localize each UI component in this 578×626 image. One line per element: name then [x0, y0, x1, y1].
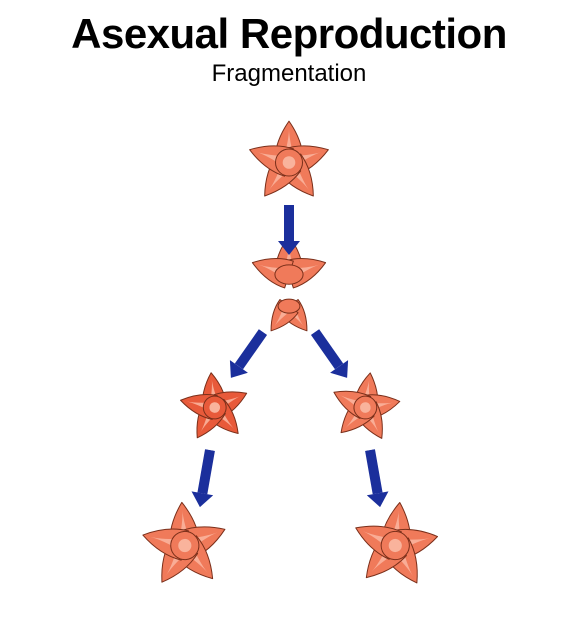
diagram-canvas: Asexual Reproduction Fragmentation [0, 0, 578, 626]
starfish-left-grow [173, 366, 257, 455]
starfish-parent [244, 118, 334, 213]
starfish-left-final [135, 495, 236, 600]
diagram-subtitle: Fragmentation [0, 60, 578, 88]
starfish-right-final [343, 494, 447, 602]
arrow-a1 [278, 205, 300, 255]
diagram-title: Asexual Reproduction [0, 10, 578, 58]
